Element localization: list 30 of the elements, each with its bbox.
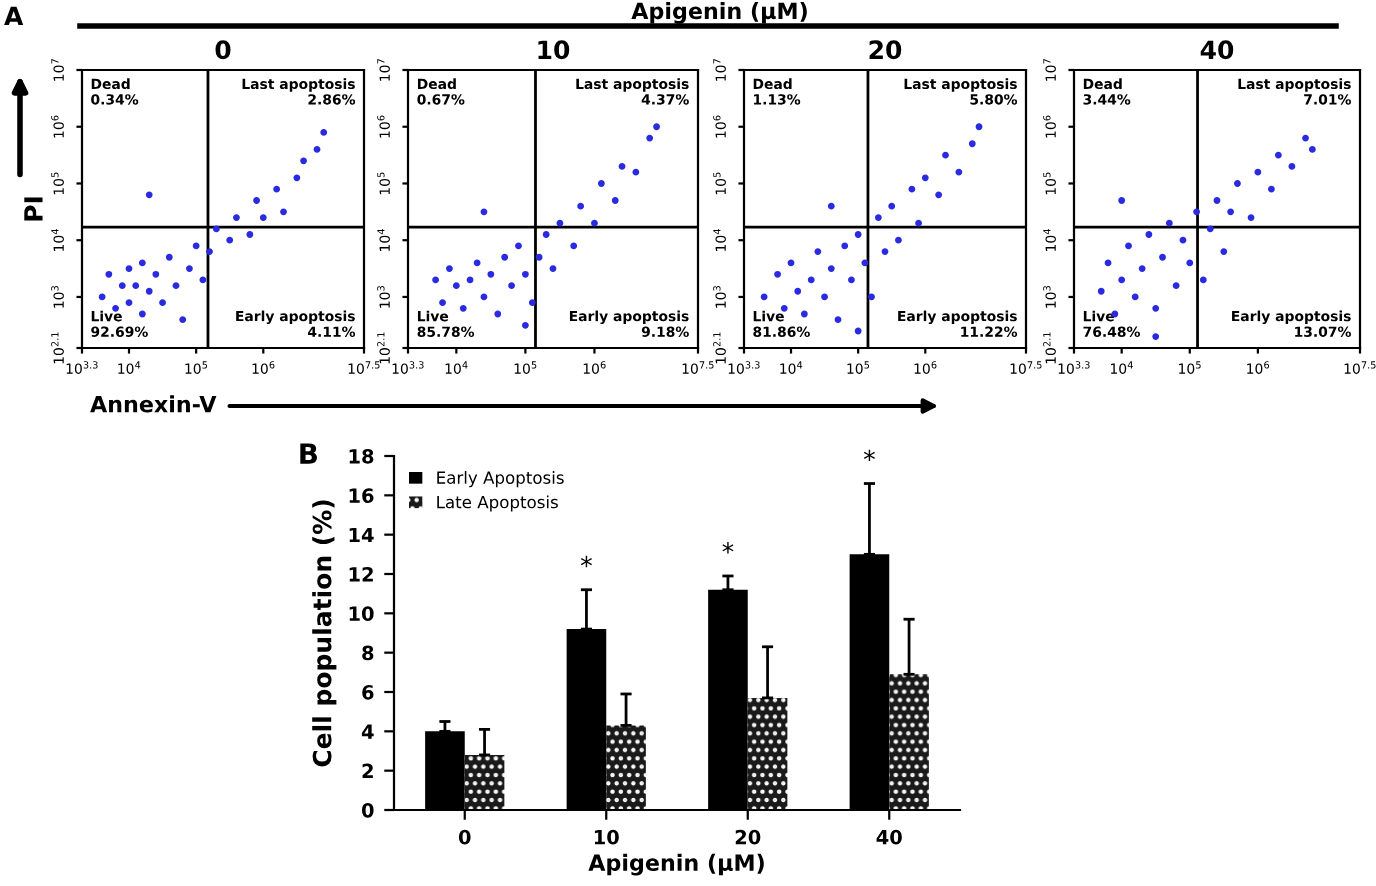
y-tick-label: 10 [349, 606, 374, 621]
y-tick-label: 14 [349, 527, 374, 543]
text: B [300, 443, 317, 464]
legend-label: Early Apoptosis [437, 471, 564, 488]
chart-title: 20 [869, 40, 902, 60]
y-axis-title: Cell population (%) [312, 500, 337, 767]
x-axis-title: Annexin-V [90, 395, 217, 413]
x-tick-label: 20 [735, 829, 761, 845]
x-tick-label: 40 [876, 829, 902, 845]
y-axis-title: PI [24, 197, 43, 221]
legend-label: Late Apoptosis [437, 495, 558, 512]
y-tick-label: 0 [361, 802, 374, 818]
y-tick-label: 16 [349, 488, 374, 503]
x-tick-label: 0 [458, 829, 471, 845]
chart-title: 0 [215, 40, 231, 60]
chart-title: 40 [1200, 40, 1234, 60]
y-tick-label: 8 [362, 645, 374, 661]
y-tick-label: 2 [362, 763, 373, 779]
y-tick-label: 12 [349, 566, 373, 582]
y-tick-label: 4 [361, 724, 374, 739]
annotation: * [580, 555, 592, 568]
annotation: * [722, 542, 734, 554]
x-axis-title: Apigenin (μM) [588, 853, 764, 876]
annotation: * [863, 449, 875, 462]
text: A [4, 6, 24, 25]
text: Apigenin (μM) [631, 2, 807, 24]
x-tick-label: 10 [594, 829, 619, 845]
chart-title: 10 [538, 40, 570, 60]
y-tick-label: 6 [362, 684, 374, 700]
y-tick-label: 18 [349, 448, 374, 464]
